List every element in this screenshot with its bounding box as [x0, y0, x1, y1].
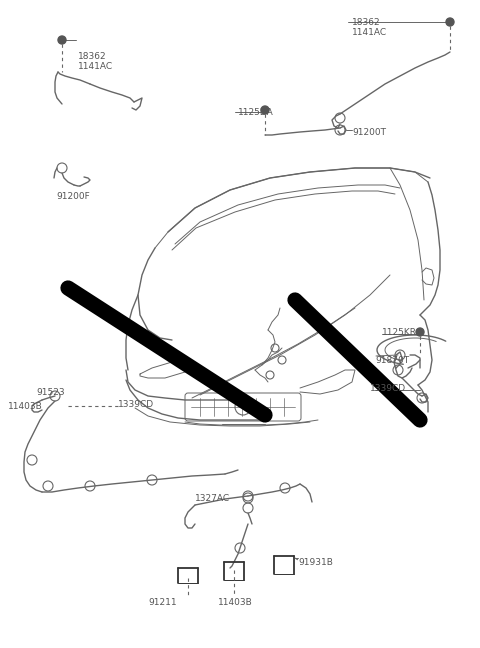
Text: 91523: 91523	[36, 388, 65, 397]
Circle shape	[58, 36, 66, 44]
Text: 11403B: 11403B	[218, 598, 253, 607]
Text: 1125DA: 1125DA	[238, 108, 274, 117]
Text: 11403B: 11403B	[8, 402, 43, 411]
Text: 91211: 91211	[148, 598, 177, 607]
Circle shape	[446, 18, 454, 26]
Text: 91200F: 91200F	[56, 192, 90, 201]
Text: 18362
1141AC: 18362 1141AC	[78, 52, 113, 71]
Text: 91931B: 91931B	[298, 558, 333, 567]
Text: 1339CD: 1339CD	[118, 400, 154, 409]
Text: 91870T: 91870T	[375, 356, 409, 365]
Text: 1339CD: 1339CD	[370, 384, 406, 393]
Text: 1125KR: 1125KR	[382, 328, 417, 337]
Circle shape	[261, 106, 269, 114]
Circle shape	[416, 328, 424, 336]
Text: 91200T: 91200T	[352, 128, 386, 137]
Text: 18362
1141AC: 18362 1141AC	[352, 18, 387, 38]
Text: 1327AC: 1327AC	[195, 494, 230, 503]
